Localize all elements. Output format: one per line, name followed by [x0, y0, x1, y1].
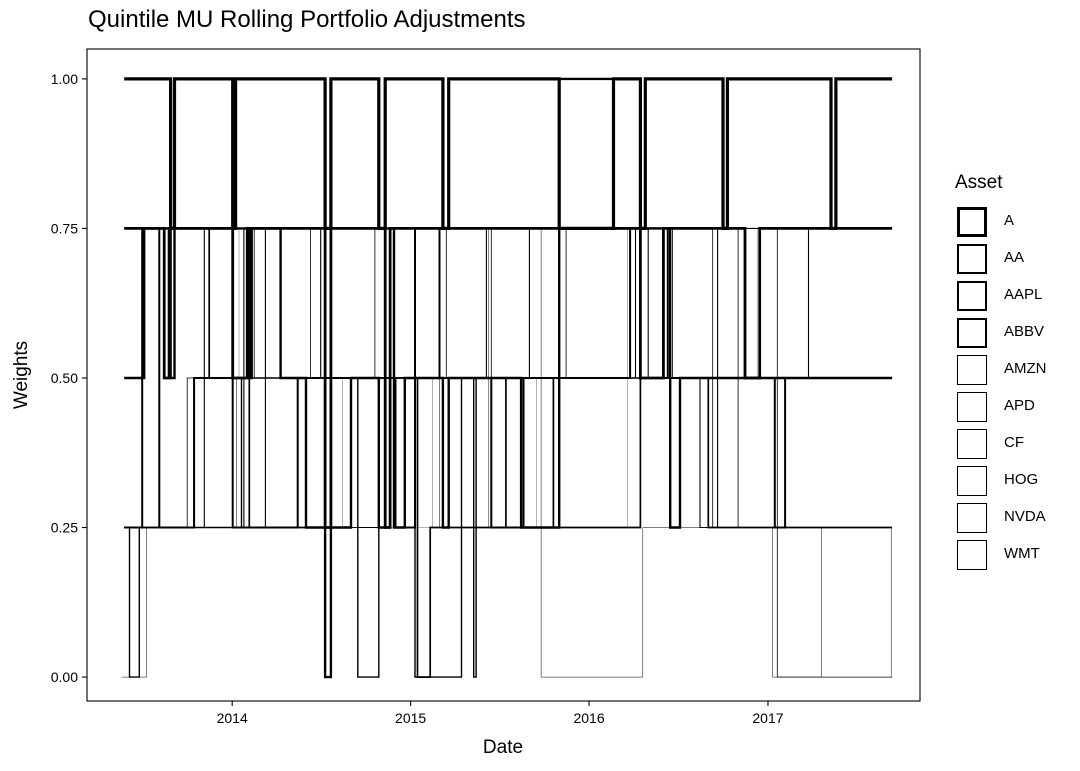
legend-label-hog: HOG [1004, 471, 1039, 488]
x-tick-label: 2016 [573, 710, 604, 726]
series-line-a [124, 77, 893, 230]
legend-item-abbv: ABBV [955, 315, 1044, 352]
y-tick-label: 0.25 [51, 520, 78, 536]
legend-item-cf: CF [955, 426, 1024, 463]
legend-key-nvda [957, 503, 987, 533]
legend-label-cf: CF [1004, 434, 1024, 451]
legend-label-wmt: WMT [1004, 545, 1040, 562]
legend-title: Asset [955, 172, 1003, 193]
legend-label-nvda: NVDA [1004, 508, 1046, 525]
x-axis-title: Date [483, 737, 523, 758]
legend-label-apd: APD [1004, 397, 1035, 414]
legend-key-amzn [957, 355, 987, 385]
legend-item-amzn: AMZN [955, 352, 1047, 389]
y-tick-label: 0.50 [51, 370, 78, 386]
legend-item-nvda: NVDA [955, 500, 1046, 537]
y-tick-label: 1.00 [51, 71, 78, 87]
legend-item-aa: AA [955, 241, 1024, 278]
y-tick-label: 0.00 [51, 669, 78, 685]
plot-panel-border [86, 48, 921, 702]
legend-key-wmt [957, 540, 987, 570]
legend-key-aa [957, 244, 987, 274]
legend-key-abbv [957, 318, 987, 348]
legend-label-aa: AA [1004, 249, 1025, 266]
legend-items: A AA AAPL ABBV AMZN APD CF HOG NVDA WMT [955, 204, 1047, 574]
legend-label-abbv: ABBV [1004, 323, 1045, 340]
legend-item-wmt: WMT [955, 537, 1040, 574]
legend-label-a: A [1004, 212, 1015, 229]
x-tick-label: 2017 [752, 710, 783, 726]
legend-label-amzn: AMZN [1004, 360, 1047, 377]
y-axis-title: Weights [11, 341, 32, 409]
chart-title: Quintile MU Rolling Portfolio Adjustment… [88, 6, 526, 33]
series-line-nvda [121, 228, 892, 678]
legend-key-a [957, 207, 987, 237]
series-line-wmt [132, 228, 893, 528]
legend-key-apd [957, 392, 987, 422]
legend-item-apd: APD [955, 389, 1035, 426]
legend-item-a: A [955, 204, 1014, 241]
series-layer [121, 77, 893, 679]
legend-key-hog [957, 466, 987, 496]
legend-key-aapl [957, 281, 987, 311]
y-tick-label: 0.75 [51, 220, 78, 236]
legend: Asset A AA AAPL ABBV AMZN APD CF HOG NVDA WMT [955, 172, 1047, 574]
legend-key-cf [957, 429, 987, 459]
axes-layer: 0.00 0.25 0.50 0.75 1.00 2014 2015 2016 2017 [51, 71, 784, 726]
legend-item-aapl: AAPL [955, 278, 1042, 315]
x-tick-label: 2015 [395, 710, 426, 726]
x-tick-label: 2014 [217, 710, 248, 726]
legend-label-aapl: AAPL [1004, 286, 1043, 303]
legend-item-hog: HOG [955, 463, 1038, 500]
series-line-hog [129, 228, 893, 678]
